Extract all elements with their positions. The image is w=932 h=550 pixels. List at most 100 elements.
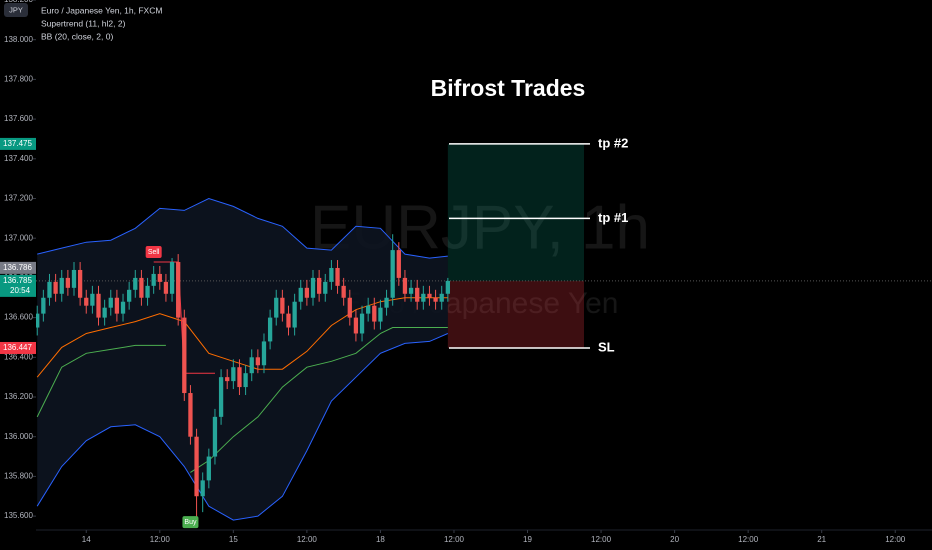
candle-body	[335, 267, 340, 286]
price-tag	[0, 341, 36, 354]
x-tick-label: 12:00	[297, 535, 318, 544]
y-tick-label: 135.800	[4, 472, 33, 481]
candle-body	[77, 269, 83, 298]
candle-body	[35, 313, 40, 328]
signal-marker	[182, 516, 199, 529]
y-tick-label: 136.400	[4, 352, 33, 361]
candle-body	[329, 267, 334, 282]
candle-body	[225, 377, 230, 382]
price-tag	[0, 137, 36, 150]
candle-body	[169, 262, 175, 294]
x-tick-label: 18	[376, 535, 385, 544]
x-tick-label: 19	[523, 535, 532, 544]
x-tick-label: 12:00	[738, 535, 759, 544]
candle-body	[427, 293, 432, 298]
candle-body	[267, 317, 273, 342]
y-tick-label: 138.000	[4, 35, 33, 44]
candle-body	[310, 277, 316, 298]
x-tick-label: 15	[229, 535, 238, 544]
candle-body	[188, 393, 193, 437]
candle-body	[47, 281, 52, 298]
price-tag-label: 136.786	[3, 263, 32, 272]
x-tick-label: 12:00	[591, 535, 612, 544]
candle-body	[249, 357, 254, 374]
candle-body	[65, 277, 71, 288]
signal-label: Buy	[184, 519, 197, 526]
candle-body	[255, 357, 260, 366]
x-tick-label: 12:00	[885, 535, 906, 544]
symbol-title: Euro / Japanese Yen, 1h, FXCM	[41, 5, 162, 15]
candle-body	[415, 287, 420, 302]
candle-body	[53, 281, 58, 294]
y-tick-label: 137.000	[4, 233, 33, 242]
candle-body	[90, 293, 95, 306]
target-label: tp #1	[598, 210, 628, 225]
price-tag	[0, 274, 36, 297]
candle-body	[261, 341, 267, 366]
y-tick-label: 137.200	[4, 194, 33, 203]
candle-body	[71, 269, 77, 288]
candle-body	[421, 293, 426, 302]
candle-body	[316, 277, 322, 294]
candle-body	[292, 301, 297, 328]
candle-body	[139, 277, 144, 298]
currency: JPY	[9, 5, 23, 14]
price-tag-label: 137.475	[3, 139, 32, 148]
candle-body	[96, 293, 101, 318]
signal-label: Sell	[148, 249, 160, 256]
candle-body	[280, 297, 285, 314]
y-tick-label: 136.600	[4, 313, 33, 322]
profit-zone	[447, 143, 584, 281]
indicator-line	[36, 333, 448, 521]
indicator-line	[36, 344, 166, 418]
plot: tp #2 tp #1 SL Sell Buy	[35, 135, 932, 529]
candle-body	[157, 273, 162, 282]
price-tag-label: 136.785	[3, 276, 32, 285]
candle-body	[212, 416, 218, 457]
price-tag-label: 136.447	[3, 343, 32, 352]
candle-body	[243, 373, 248, 388]
candle-body	[390, 250, 395, 298]
candle-body	[384, 297, 389, 308]
x-tick-label: 20	[670, 535, 679, 544]
candle-body	[84, 297, 89, 306]
candle-body	[182, 317, 187, 394]
price-tag	[0, 261, 36, 274]
candle-body	[151, 273, 156, 286]
candle-body	[200, 480, 205, 497]
candle-body	[378, 307, 383, 322]
candle-body	[41, 297, 46, 314]
indicator-line	[37, 197, 448, 259]
candle-body	[176, 262, 181, 318]
candle-body	[353, 317, 359, 334]
y-tick-label: 136.200	[4, 392, 33, 401]
target-label: SL	[598, 339, 615, 354]
indicator-label: BB (20, close, 2, 0)	[41, 31, 113, 41]
candle-body	[108, 297, 113, 308]
y-tick-label: 137.400	[4, 154, 33, 163]
candle-body	[347, 297, 352, 318]
x-tick-label: 21	[817, 535, 826, 544]
candle-body	[408, 287, 414, 294]
candle-body	[359, 313, 365, 334]
candle-body	[194, 436, 199, 497]
y-tick-label: 137.800	[4, 75, 33, 84]
x-tick-label: 14	[82, 535, 91, 544]
candle-body	[102, 307, 107, 318]
candle-body	[433, 297, 438, 302]
candle-body	[127, 289, 132, 302]
y-tick-label: 136.000	[4, 432, 33, 441]
y-tick-label: 137.600	[4, 114, 33, 123]
candle-body	[304, 287, 310, 298]
candle-body	[163, 281, 169, 294]
x-tick-label: 12:00	[150, 535, 171, 544]
candle-body	[286, 313, 291, 328]
candle-body	[402, 277, 408, 294]
candle-body	[120, 301, 126, 314]
candle-body	[341, 285, 346, 298]
candle-body	[366, 305, 371, 314]
chart-title: Bifrost Trades	[431, 75, 586, 101]
target-label: tp #2	[598, 135, 628, 150]
candle-body	[206, 456, 211, 481]
